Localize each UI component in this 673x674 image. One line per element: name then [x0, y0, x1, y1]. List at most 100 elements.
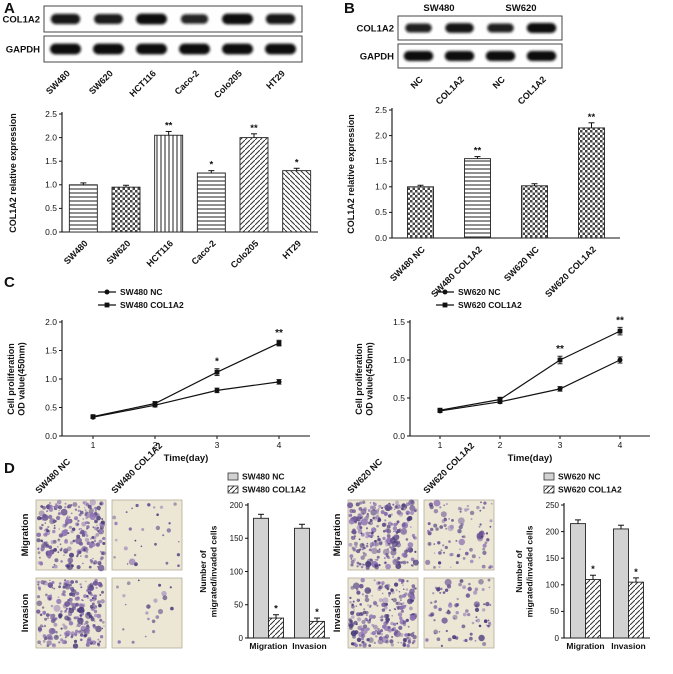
y-tick-label: 100 — [546, 581, 560, 590]
blot-band — [50, 13, 81, 25]
legend-swatch — [543, 485, 555, 494]
marker-square — [617, 328, 623, 334]
marker-circle — [442, 289, 448, 295]
micrograph-cells — [116, 579, 174, 644]
bar — [268, 617, 284, 639]
bar — [464, 158, 491, 239]
marker-circle — [276, 379, 282, 385]
lane-label: Colo205 — [212, 68, 244, 100]
x-tick-label: 4 — [618, 440, 623, 450]
micrograph-cells — [425, 499, 494, 569]
x-tick-label: SW480 — [62, 238, 90, 266]
x-tick-label: 3 — [558, 440, 563, 450]
x-category-label: Invasion — [611, 641, 645, 651]
bar — [154, 134, 184, 233]
blot-box — [43, 5, 303, 33]
blot-row-label: COL1A2 — [3, 15, 40, 26]
y-tick-label: 50 — [550, 607, 559, 616]
blot-band — [94, 13, 123, 25]
y-tick-label: 2.0 — [45, 317, 57, 327]
significance-star: ** — [165, 120, 173, 131]
bar — [111, 186, 141, 233]
y-tick-label: 200 — [230, 501, 244, 510]
blot-band — [526, 51, 557, 61]
blot-row-label: GAPDH — [360, 52, 394, 63]
blot-band — [265, 43, 296, 55]
x-tick-label: 3 — [215, 440, 220, 450]
legend-label: SW620 COL1A2 — [558, 485, 622, 495]
row-label: Migration — [332, 513, 343, 556]
marker-square — [276, 340, 282, 346]
bar — [196, 172, 226, 233]
y-axis-label: OD value(450nm) — [17, 342, 27, 416]
blot-group-label: SW480 — [423, 3, 454, 14]
legend-label: SW480 NC — [120, 287, 163, 297]
row-label: Invasion — [332, 594, 343, 633]
legend-swatch — [543, 472, 555, 481]
y-tick-label: 100 — [230, 567, 244, 576]
y-tick-label: 0.0 — [375, 233, 387, 243]
blot-row-label: GAPDH — [6, 45, 40, 56]
lane-label: SW480 — [44, 68, 72, 96]
x-tick-label: SW480 NC — [388, 244, 427, 283]
panel-b-blot: COL1A2 GAPDH SW480 SW620 NC COL1A2 NC COL1A2 — [357, 3, 563, 107]
y-tick-label: 200 — [546, 527, 560, 536]
y-tick-label: 1.0 — [375, 182, 387, 192]
blot-band — [403, 51, 434, 61]
legend-swatch — [227, 472, 239, 481]
blot-band — [136, 43, 167, 55]
bar — [282, 170, 312, 233]
series-line — [439, 359, 621, 412]
panel-a-blot: COL1A2 GAPDH SW480 SW620 HCT116 Caco-2 Colo205… — [3, 5, 303, 100]
render-root: COL1A2 GAPDH SW480 SW620 HCT116 Caco-2 Colo205… — [3, 3, 650, 651]
significance-star: * — [215, 357, 219, 368]
marker-square — [497, 397, 503, 402]
x-tick-label: 4 — [277, 440, 282, 450]
significance-star: * — [274, 604, 278, 615]
y-tick-label: 0.5 — [375, 207, 387, 217]
blot-row-label: COL1A2 — [357, 24, 394, 35]
y-tick-label: 2.0 — [45, 132, 57, 142]
y-tick-label: 0.5 — [45, 402, 57, 412]
bar — [239, 137, 269, 233]
marker-square — [214, 369, 220, 375]
column-label: SW480 NC — [33, 456, 72, 495]
blot-band — [50, 43, 81, 55]
significance-star: ** — [250, 123, 258, 134]
bar — [407, 186, 434, 239]
blot-band — [444, 51, 475, 61]
blot-band — [179, 43, 210, 55]
y-tick-label: 250 — [546, 501, 560, 510]
y-tick-label: 150 — [546, 554, 560, 563]
x-tick-label: 1 — [438, 440, 443, 450]
marker-circle — [214, 387, 220, 393]
series-line — [92, 342, 280, 418]
y-axis-label: COL1A2 relative expression — [8, 113, 18, 233]
x-tick-label: Colo205 — [229, 238, 261, 270]
marker-circle — [104, 289, 110, 295]
significance-star: * — [295, 157, 299, 168]
y-tick-label: 1.0 — [45, 374, 57, 384]
bar — [253, 517, 269, 639]
column-label: SW620 NC — [345, 456, 384, 495]
blot-band — [445, 23, 474, 33]
bar — [613, 528, 629, 639]
y-axis-label: migrated/invaded cells — [525, 525, 535, 617]
blot-band — [136, 13, 167, 25]
significance-star: ** — [474, 146, 482, 157]
blot-band — [405, 23, 432, 33]
panel-letter-c: C — [4, 274, 15, 291]
blot-band — [93, 43, 124, 55]
x-category-label: Migration — [566, 641, 604, 651]
marker-circle — [557, 386, 563, 392]
x-axis-label: Time(day) — [508, 453, 553, 464]
bar — [68, 184, 98, 233]
y-axis-label: Number of — [514, 550, 524, 593]
panel-d-left-images: SW480 NC SW480 COL1A2 Migration Invasion — [20, 441, 183, 649]
micrograph-cells — [425, 578, 492, 648]
panel-b-chart: 0.0 0.5 1.0 1.5 2.0 2.5 COL1A2 relative expres… — [346, 105, 620, 299]
y-tick-label: 50 — [234, 601, 243, 610]
bar — [294, 527, 310, 639]
